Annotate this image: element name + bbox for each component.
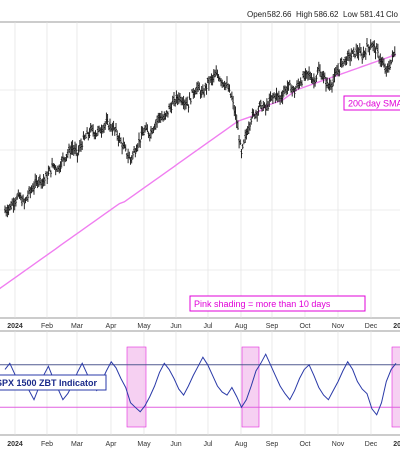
grid-lines	[0, 22, 400, 435]
indicator-x-tick-label: Feb	[41, 441, 53, 448]
open-label: Open	[247, 10, 267, 19]
high-label: High	[296, 10, 312, 19]
sma-annotation-box	[343, 95, 400, 111]
indicator-x-ticks: 2024 Feb Mar Apr May Jun Jul Aug Sep Oct Nov Dec 202…	[7, 441, 400, 448]
price-bars	[4, 38, 396, 218]
indicator-panel-frame	[0, 330, 400, 436]
indicator-title-box	[0, 374, 107, 391]
price-panel-frame	[0, 21, 400, 319]
low-value: 581.41	[360, 10, 385, 19]
shading-annotation-text: Pink shading = more than 10 days	[194, 299, 331, 309]
sma-annotation-text: 200-day SMA	[348, 99, 400, 109]
price-x-tick-label: May	[137, 323, 151, 330]
shading-annotation: Pink shading = more than 10 days	[189, 295, 366, 312]
indicator-x-tick-label: Mar	[71, 441, 84, 448]
price-x-tick-label: Oct	[300, 323, 311, 330]
shaded-period	[126, 346, 147, 428]
indicator-title: $SPX 1500 ZBT Indicator	[0, 374, 107, 391]
indicator-x-tick-label: Jun	[170, 441, 181, 448]
low-label: Low	[343, 10, 358, 19]
price-x-tick-label: Sep	[266, 323, 279, 330]
price-x-tick-label: Aug	[235, 323, 248, 330]
indicator-x-tick-label: Nov	[332, 441, 345, 448]
indicator-x-tick-label: Apr	[106, 441, 118, 448]
indicator-x-tick-label: Oct	[300, 441, 311, 448]
sma-annotation: 200-day SMA	[343, 95, 400, 111]
indicator-title-text: $SPX 1500 ZBT Indicator	[0, 378, 98, 388]
indicator-x-tick-label: Jul	[204, 441, 213, 448]
ohlc-header: Open 582.66 High 586.62 Low 581.41 Clo	[247, 10, 399, 19]
price-x-tick-label: Dec	[365, 323, 378, 330]
price-x-tick-label: Nov	[332, 323, 345, 330]
close-label: Clo	[386, 10, 399, 19]
indicator-x-tick-label: 2025	[393, 441, 400, 448]
price-x-tick-label: Feb	[41, 323, 53, 330]
indicator-x-tick-label: Aug	[235, 441, 248, 448]
high-value: 586.62	[314, 10, 339, 19]
indicator-x-tick-label: 2024	[7, 441, 23, 448]
price-x-tick-label: Mar	[71, 323, 84, 330]
shading-annotation-box	[189, 295, 366, 312]
indicator-x-tick-label: Sep	[266, 441, 279, 448]
price-x-tick-label: Jul	[204, 323, 213, 330]
price-x-tick-label: 2024	[7, 323, 23, 330]
reference-lines	[0, 364, 400, 408]
price-x-ticks: 2024 Feb Mar Apr May Jun Jul Aug Sep Oct Nov Dec 202…	[7, 323, 400, 330]
open-value: 582.66	[267, 10, 292, 19]
price-x-tick-label: Jun	[170, 323, 181, 330]
shaded-period	[391, 346, 400, 428]
indicator-x-tick-label: Dec	[365, 441, 378, 448]
price-x-tick-label: Apr	[106, 323, 118, 330]
price-x-tick-label: 2025	[393, 323, 400, 330]
indicator-x-tick-label: May	[137, 441, 151, 448]
